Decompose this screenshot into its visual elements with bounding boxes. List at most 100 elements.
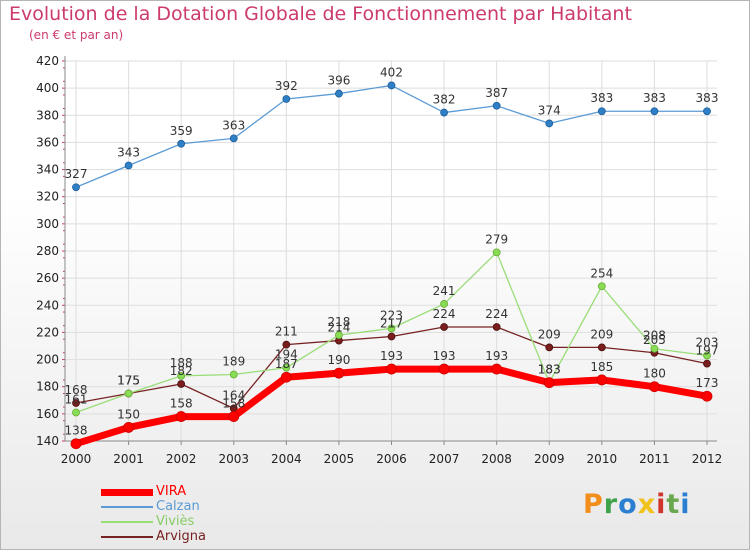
data-label-vira: 190 [327, 353, 350, 367]
data-label-vivies: 218 [327, 315, 350, 329]
point-vivies [703, 351, 711, 360]
legend-swatch-calzan [101, 506, 153, 508]
point-arvigna [177, 380, 186, 388]
legend-label-arvigna: Arvigna [156, 529, 207, 544]
point-vivies [335, 331, 343, 340]
legend-swatch-vira [101, 489, 153, 496]
point-arvigna [440, 323, 448, 331]
x-tick-label: 2005 [324, 452, 355, 466]
point-calzan [177, 139, 186, 148]
data-label-vira: 185 [590, 360, 613, 374]
legend-swatch-vivies [101, 521, 153, 523]
y-tick-label: 180 [36, 380, 59, 394]
point-vivies [650, 344, 659, 353]
point-vivies [492, 248, 501, 257]
data-label-vivies: 175 [117, 374, 140, 388]
point-calzan [387, 81, 396, 90]
point-vivies [597, 282, 606, 291]
legend-swatch-arvigna [101, 536, 153, 538]
point-arvigna [72, 399, 80, 407]
point-vivies [72, 408, 80, 417]
logo-letter: x [637, 489, 657, 520]
y-tick-label: 360 [36, 135, 59, 149]
data-label-calzan: 387 [485, 86, 508, 100]
point-calzan [72, 183, 80, 192]
data-label-arvigna: 164 [222, 388, 245, 402]
point-calzan [545, 119, 554, 128]
y-tick-label: 420 [36, 54, 59, 68]
data-label-calzan: 374 [538, 103, 561, 117]
point-vira [543, 377, 555, 389]
x-tick-label: 2000 [61, 452, 92, 466]
data-label-vivies: 188 [170, 356, 193, 370]
data-label-calzan: 383 [643, 91, 666, 105]
data-label-arvigna: 197 [696, 344, 719, 358]
data-label-arvigna: 211 [275, 325, 298, 339]
data-label-vivies: 183 [538, 363, 561, 377]
data-label-calzan: 327 [65, 167, 88, 181]
point-vira [228, 411, 240, 422]
data-label-arvigna: 217 [380, 317, 403, 331]
point-vivies [440, 300, 448, 308]
data-label-arvigna: 182 [170, 364, 193, 378]
point-vivies [229, 370, 238, 379]
point-vira [386, 363, 397, 375]
x-tick-label: 2011 [639, 452, 670, 466]
x-tick-label: 2009 [534, 452, 565, 466]
point-vira [701, 390, 713, 402]
logo-letter: i [656, 489, 667, 520]
y-tick-label: 160 [36, 407, 59, 421]
data-label-vira: 183 [538, 363, 561, 377]
data-label-vira: 187 [275, 357, 298, 371]
legend-label-vira: VIRA [156, 484, 187, 499]
logo-letter: r [603, 489, 619, 520]
data-label-arvigna: 175 [117, 374, 140, 388]
logo-letter: i [680, 489, 691, 520]
series-layer [70, 81, 713, 450]
point-vira [123, 422, 134, 433]
point-calzan [492, 101, 501, 110]
point-calzan [703, 107, 711, 116]
x-tick-label: 2010 [587, 452, 618, 466]
data-label-vira: 173 [696, 376, 719, 390]
data-label-arvigna: 209 [538, 327, 561, 341]
point-vivies [124, 389, 133, 398]
point-arvigna [492, 323, 501, 331]
point-arvigna [703, 359, 711, 368]
y-tick-label: 200 [36, 353, 59, 367]
y-tick-label: 300 [36, 217, 59, 231]
point-arvigna [387, 332, 396, 341]
data-label-vivies: 203 [696, 336, 719, 350]
y-tick-label: 280 [36, 244, 59, 258]
data-label-calzan: 396 [327, 74, 350, 88]
x-tick-label: 2004 [271, 452, 302, 466]
point-vivies [387, 324, 396, 333]
y-tick-label: 240 [36, 298, 59, 312]
chart-title: Evolution de la Dotation Globale de Fonc… [9, 3, 632, 25]
point-calzan [440, 108, 448, 117]
x-tick-label: 2003 [218, 452, 249, 466]
data-label-arvigna: 214 [327, 321, 350, 335]
x-tick-label: 2006 [376, 452, 407, 466]
y-tick-label: 260 [36, 271, 59, 285]
data-label-arvigna: 224 [433, 307, 456, 321]
y-tick-label: 400 [36, 81, 59, 95]
data-label-vira: 158 [170, 397, 193, 411]
point-vivies [282, 363, 291, 372]
data-label-calzan: 363 [222, 118, 245, 132]
logo-letter: P [583, 489, 604, 520]
data-label-vivies: 223 [380, 308, 403, 322]
data-label-arvigna: 168 [65, 383, 88, 397]
data-label-calzan: 359 [170, 124, 193, 138]
data-label-arvigna: 205 [643, 333, 666, 347]
y-tick-label: 140 [36, 434, 59, 448]
data-label-vira: 193 [380, 349, 403, 363]
data-label-vivies: 208 [643, 329, 666, 343]
data-label-vivies: 279 [485, 232, 508, 246]
data-label-calzan: 382 [433, 93, 456, 107]
y-tick-label: 340 [36, 163, 59, 177]
data-label-calzan: 392 [275, 79, 298, 93]
data-label-vivies: 254 [590, 266, 613, 280]
